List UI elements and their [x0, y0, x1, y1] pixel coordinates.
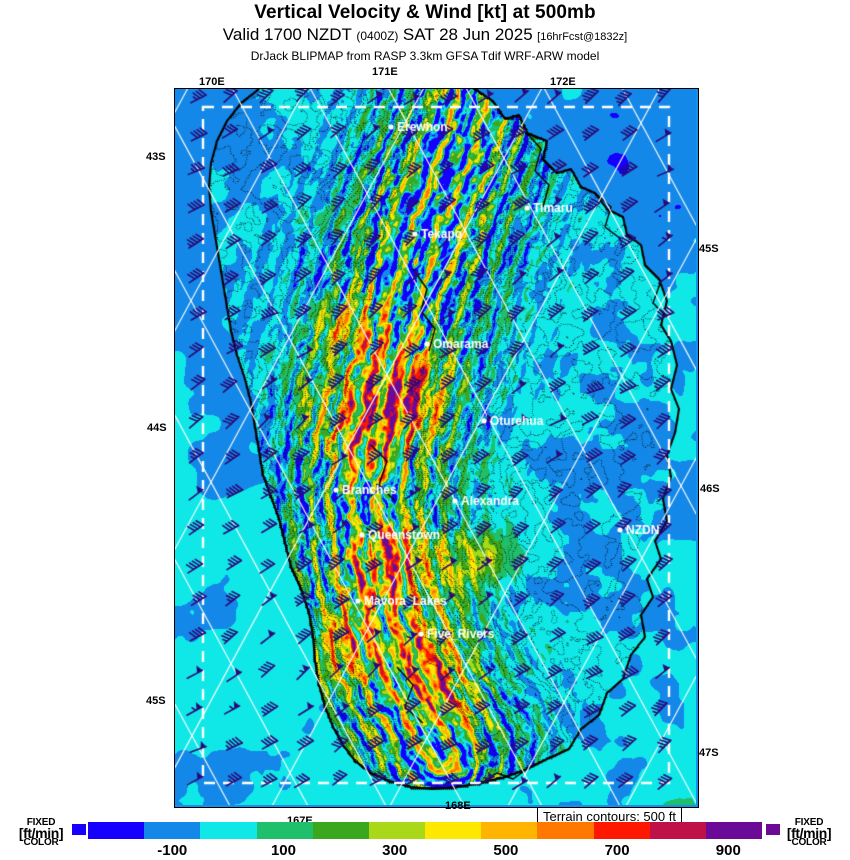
- valid-time-line: Valid 1700 NZDT (0400Z) SAT 28 Jun 2025 …: [0, 24, 850, 48]
- longitude-label: 170E: [199, 76, 225, 88]
- longitude-label: 172E: [550, 76, 576, 88]
- colorbar-left-caption: FIXED [ft/min] COLOR: [2, 818, 80, 848]
- colorbar-band-3: [256, 822, 313, 839]
- colorbar-band-2: [200, 822, 257, 839]
- colorbar-band-4: [312, 822, 369, 839]
- colorbar-tick: -100: [157, 842, 188, 859]
- colorbar-left-unit: [ft/min]: [18, 825, 64, 841]
- colorbar: FIXED [ft/min] COLOR -100 100 300 500 700 900…: [0, 818, 850, 860]
- latitude-label: 45S: [146, 695, 166, 707]
- latitude-label: 47S: [699, 747, 719, 759]
- colorbar-left-fixed: FIXED: [26, 817, 56, 828]
- title-block: Vertical Velocity & Wind [kt] at 500mb V…: [0, 0, 850, 64]
- colorbar-left-color: COLOR: [23, 837, 59, 848]
- colorbar-band-6: [425, 822, 482, 839]
- colorbar-band-7: [481, 822, 538, 839]
- colorbar-tick: 900: [715, 842, 741, 859]
- longitude-label: 168E: [445, 800, 471, 812]
- forecast-tag: [16hrFcst@1832z]: [537, 31, 628, 43]
- latitude-label: 46S: [700, 483, 720, 495]
- colorbar-tick: 700: [604, 842, 630, 859]
- valid-zulu: (0400Z): [356, 29, 399, 43]
- colorbar-band-5: [368, 822, 426, 839]
- colorbar-band-9: [593, 822, 650, 839]
- latitude-label: 45S: [699, 243, 719, 255]
- colorbar-band-0: [88, 822, 145, 839]
- colorbar-band-10: [649, 822, 706, 839]
- vertical-velocity-map[interactable]: [175, 89, 696, 805]
- colorbar-band-11: [705, 822, 763, 839]
- colorbar-right-unit: [ft/min]: [786, 825, 832, 841]
- valid-prefix: Valid 1700 NZDT: [222, 25, 352, 44]
- colorbar-tick-labels: -100 100 300 500 700 900: [88, 842, 762, 860]
- colorbar-right-fixed: FIXED: [794, 817, 824, 828]
- colorbar-right-caption: FIXED [ft/min] COLOR: [770, 818, 848, 848]
- colorbar-right-color: COLOR: [791, 837, 827, 848]
- page-title: Vertical Velocity & Wind [kt] at 500mb: [254, 2, 596, 23]
- valid-date: SAT 28 Jun 2025: [402, 25, 533, 44]
- latitude-label: 44S: [147, 422, 167, 434]
- latitude-label: 43S: [146, 151, 166, 163]
- longitude-label: 171E: [372, 66, 398, 78]
- terrain-contour-note: Terrain contours: 500 ft: [537, 807, 682, 826]
- colorbar-gradient-strip: [88, 822, 763, 839]
- colorbar-band-1: [144, 822, 201, 839]
- colorbar-tick: 500: [493, 842, 519, 859]
- model-line: DrJack BLIPMAP from RASP 3.3km GFSA Tdif…: [250, 49, 600, 63]
- colorbar-tick: 300: [382, 842, 408, 859]
- colorbar-tick: 100: [270, 842, 296, 859]
- map-viewport[interactable]: [174, 88, 699, 808]
- colorbar-high-swatch: [766, 824, 780, 835]
- colorbar-band-8: [537, 822, 594, 839]
- colorbar-low-swatch: [72, 824, 86, 835]
